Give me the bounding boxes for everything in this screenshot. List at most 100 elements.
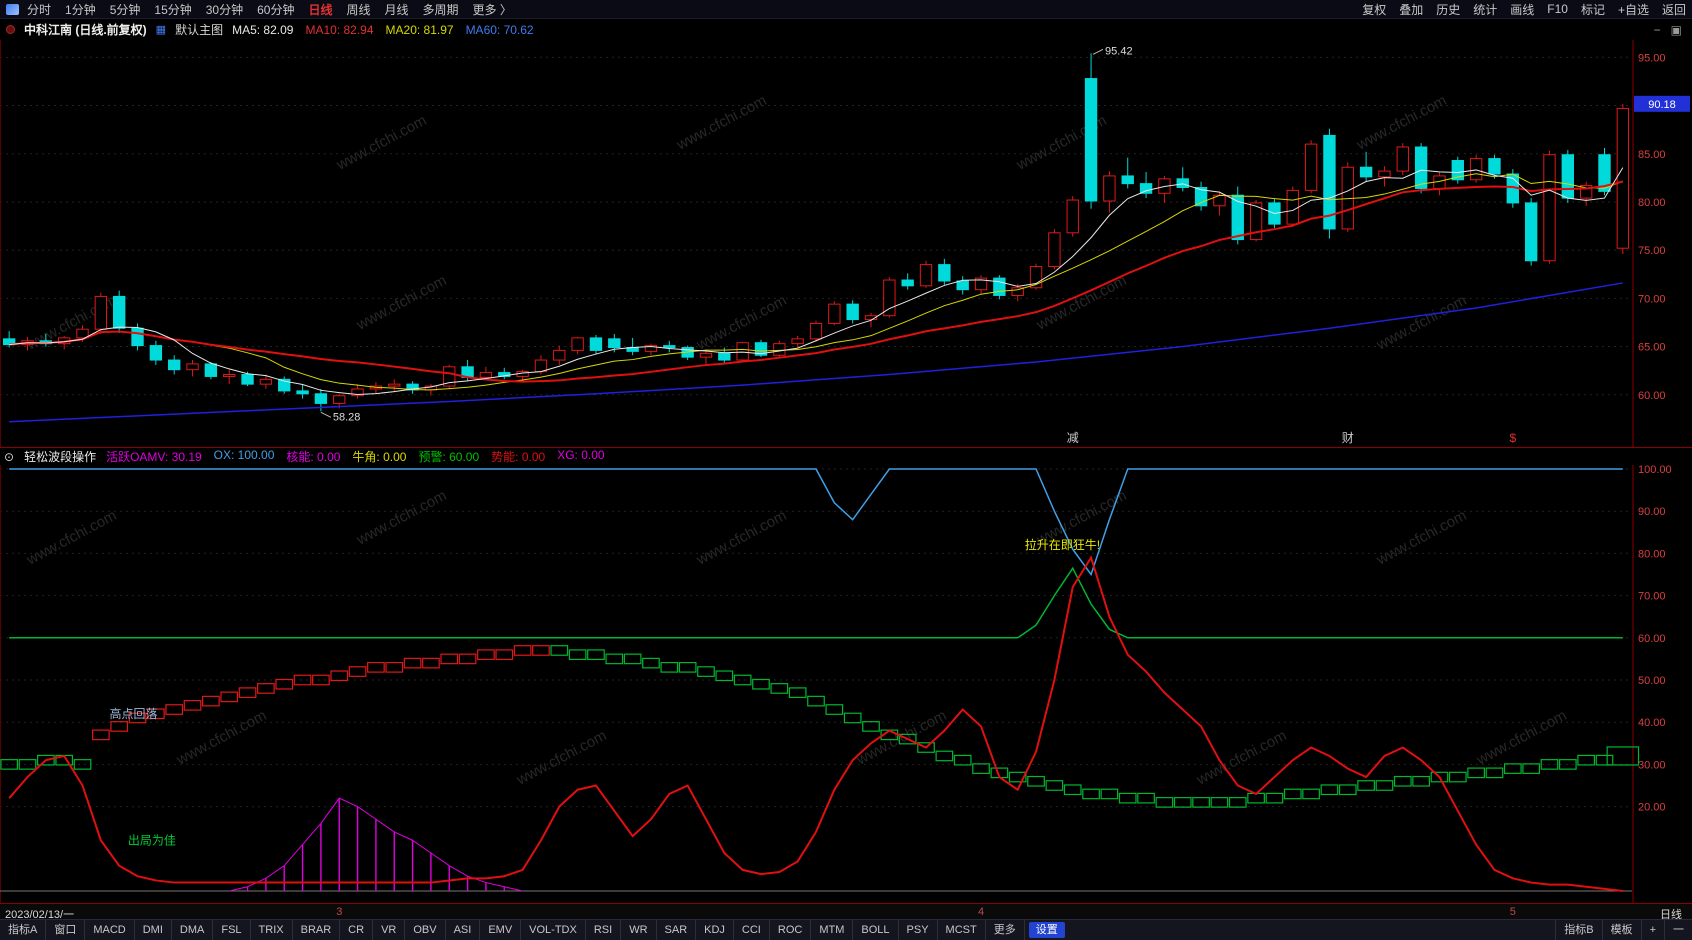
toolbar-button-1[interactable]: 叠加 (1399, 2, 1424, 17)
indicator-chart[interactable]: www.cfchi.com www.cfchi.com www.cfchi.com w… (0, 465, 1692, 903)
period-tab-4[interactable]: 30分钟 (205, 2, 244, 17)
svg-text:50.00: 50.00 (1638, 675, 1666, 687)
svg-text:www.cfchi.com: www.cfchi.com (353, 487, 449, 549)
toolbar-button-8[interactable]: 返回 (1661, 2, 1686, 17)
panel-window-icons: − ▣ (1654, 23, 1686, 37)
bottom-right-btn-2[interactable]: + (1640, 920, 1664, 940)
ma-value-label-2: MA20: 81.97 (385, 22, 454, 37)
svg-text:www.cfchi.com: www.cfchi.com (1373, 292, 1469, 354)
indicator-chart-panel: www.cfchi.com www.cfchi.com www.cfchi.com w… (0, 465, 1692, 903)
time-axis-row: 2023/02/13/一 日线 3 4 5 (0, 903, 1692, 921)
indicator-shortcut-3[interactable]: FSL (213, 920, 251, 940)
indicator-value-6: XG: 0.00 (557, 448, 605, 462)
bottom-toolbar: 指标A 窗口 MACD DMI DMA FSL TRIX BRAR CR VR OBV ASI EMV… (0, 919, 1692, 940)
stock-icon (6, 25, 15, 34)
toolbar-button-7[interactable]: +自选 (1617, 2, 1649, 17)
indicator-tab-1[interactable]: 窗口 (46, 920, 86, 940)
ma-value-label-0: MA5: 82.09 (232, 22, 294, 37)
indicator-shortcut-19[interactable]: BOLL (853, 920, 899, 940)
indicator-header: ⊙ 轻松波段操作 活跃OAMV: 30.19 OX: 100.00 核能: 0.00… (0, 447, 1692, 465)
date-label: 2023/02/13/一 (5, 909, 75, 921)
toolbar-button-0[interactable]: 复权 (1362, 2, 1387, 17)
indicator-shortcut-13[interactable]: WR (621, 920, 657, 940)
svg-text:财: 财 (1342, 431, 1354, 445)
month-tick-2: 5 (1509, 906, 1516, 918)
indicator-shortcut-15[interactable]: KDJ (696, 920, 734, 940)
bottom-right-buttons: 指标B 模板 + 一 (1555, 920, 1692, 940)
indicator-shortcut-0[interactable]: MACD (85, 920, 135, 940)
period-tab-6[interactable]: 日线 (308, 2, 333, 17)
indicator-shortcuts: MACD DMI DMA FSL TRIX BRAR CR VR OBV ASI EMV VOL-TD… (85, 920, 1068, 940)
title-bar: 中科江南 (日线.前复权) ▦ 默认主图 MA5: 82.09 MA10: 82.… (0, 19, 1692, 40)
indicator-shortcut-10[interactable]: EMV (480, 920, 522, 940)
indicator-shortcut-23[interactable]: 设置 (1028, 922, 1065, 938)
indicator-value-4: 预警: 60.00 (418, 450, 480, 464)
svg-text:www.cfchi.com: www.cfchi.com (333, 112, 429, 174)
indicator-shortcut-4[interactable]: TRIX (251, 920, 293, 940)
period-tab-3[interactable]: 15分钟 (154, 2, 192, 17)
svg-text:www.cfchi.com: www.cfchi.com (173, 707, 269, 769)
svg-text:减: 减 (1067, 431, 1079, 445)
toolbar-button-6[interactable]: 标记 (1580, 2, 1605, 17)
period-tab-0[interactable]: 分时 (27, 2, 52, 17)
period-tab-9[interactable]: 多周期 (422, 2, 459, 17)
svg-text:www.cfchi.com: www.cfchi.com (513, 727, 609, 789)
bottom-right-btn-1[interactable]: 模板 (1601, 920, 1641, 940)
svg-text:40.00: 40.00 (1638, 717, 1666, 729)
period-tab-2[interactable]: 5分钟 (109, 2, 141, 17)
svg-text:20.00: 20.00 (1638, 802, 1666, 814)
period-tab-8[interactable]: 月线 (384, 2, 409, 17)
svg-text:30.00: 30.00 (1638, 759, 1666, 771)
period-tab-1[interactable]: 1分钟 (65, 2, 96, 17)
svg-text:90.00: 90.00 (1638, 506, 1666, 518)
indicator-value-5: 势能: 0.00 (491, 450, 546, 464)
indicator-name[interactable]: 轻松波段操作 (24, 450, 97, 464)
indicator-shortcut-14[interactable]: SAR (657, 920, 697, 940)
svg-text:95.42: 95.42 (1105, 45, 1133, 57)
bottom-right-btn-0[interactable]: 指标B (1555, 920, 1601, 940)
period-tab-10[interactable]: 更多 〉 (472, 2, 512, 17)
indicator-shortcut-5[interactable]: BRAR (293, 920, 341, 940)
svg-text:60.00: 60.00 (1638, 633, 1666, 645)
period-corner-label: 日线 (1660, 909, 1682, 921)
indicator-shortcut-1[interactable]: DMI (135, 920, 172, 940)
indicator-shortcut-12[interactable]: RSI (586, 920, 622, 940)
toolbar-button-2[interactable]: 历史 (1436, 2, 1461, 17)
period-tab-5[interactable]: 60分钟 (257, 2, 295, 17)
svg-text:90.18: 90.18 (1648, 99, 1676, 111)
candlestick-chart[interactable]: www.cfchi.com www.cfchi.com www.cfchi.com w… (0, 40, 1692, 447)
indicator-shortcut-18[interactable]: MTM (811, 920, 854, 940)
indicator-shortcut-16[interactable]: CCI (734, 920, 770, 940)
indicator-shortcut-22[interactable]: 更多 (986, 920, 1025, 940)
indicator-shortcut-9[interactable]: ASI (446, 920, 481, 940)
ma-values: MA5: 82.09 MA10: 82.94 MA20: 81.97 MA60: 70… (232, 23, 534, 37)
toolbar-button-3[interactable]: 统计 (1473, 2, 1498, 17)
indicator-shortcut-17[interactable]: ROC (770, 920, 812, 940)
bottom-right-btn-3[interactable]: 一 (1664, 920, 1692, 940)
indicator-tab-0[interactable]: 指标A (0, 920, 47, 940)
main-layout-label[interactable]: 默认主图 (175, 23, 224, 37)
month-tick-1: 4 (978, 906, 985, 918)
indicator-shortcut-8[interactable]: OBV (405, 920, 446, 940)
svg-text:80.00: 80.00 (1638, 548, 1666, 560)
month-tick-0: 3 (336, 906, 343, 918)
indicator-shortcut-21[interactable]: MCST (938, 920, 986, 940)
indicator-shortcut-6[interactable]: CR (340, 920, 374, 940)
toolbar-button-5[interactable]: F10 (1547, 2, 1568, 16)
indicator-shortcut-11[interactable]: VOL-TDX (521, 920, 586, 940)
window-icon-0[interactable]: − (1653, 22, 1661, 37)
app-icon[interactable] (6, 3, 19, 15)
toolbar-button-4[interactable]: 画线 (1510, 2, 1535, 17)
svg-text:60.00: 60.00 (1638, 390, 1666, 402)
indicator-shortcut-7[interactable]: VR (373, 920, 406, 940)
indicator-shortcut-2[interactable]: DMA (172, 920, 214, 940)
indicator-shortcut-20[interactable]: PSY (899, 920, 938, 940)
svg-text:www.cfchi.com: www.cfchi.com (1353, 92, 1449, 154)
svg-text:www.cfchi.com: www.cfchi.com (353, 272, 449, 334)
window-icon-1[interactable]: ▣ (1670, 22, 1682, 37)
indicator-value-0: 活跃OAMV: 30.19 (106, 450, 202, 464)
svg-text:$: $ (1509, 431, 1516, 445)
period-tab-7[interactable]: 周线 (346, 2, 371, 17)
indicator-value-2: 核能: 0.00 (286, 450, 341, 464)
